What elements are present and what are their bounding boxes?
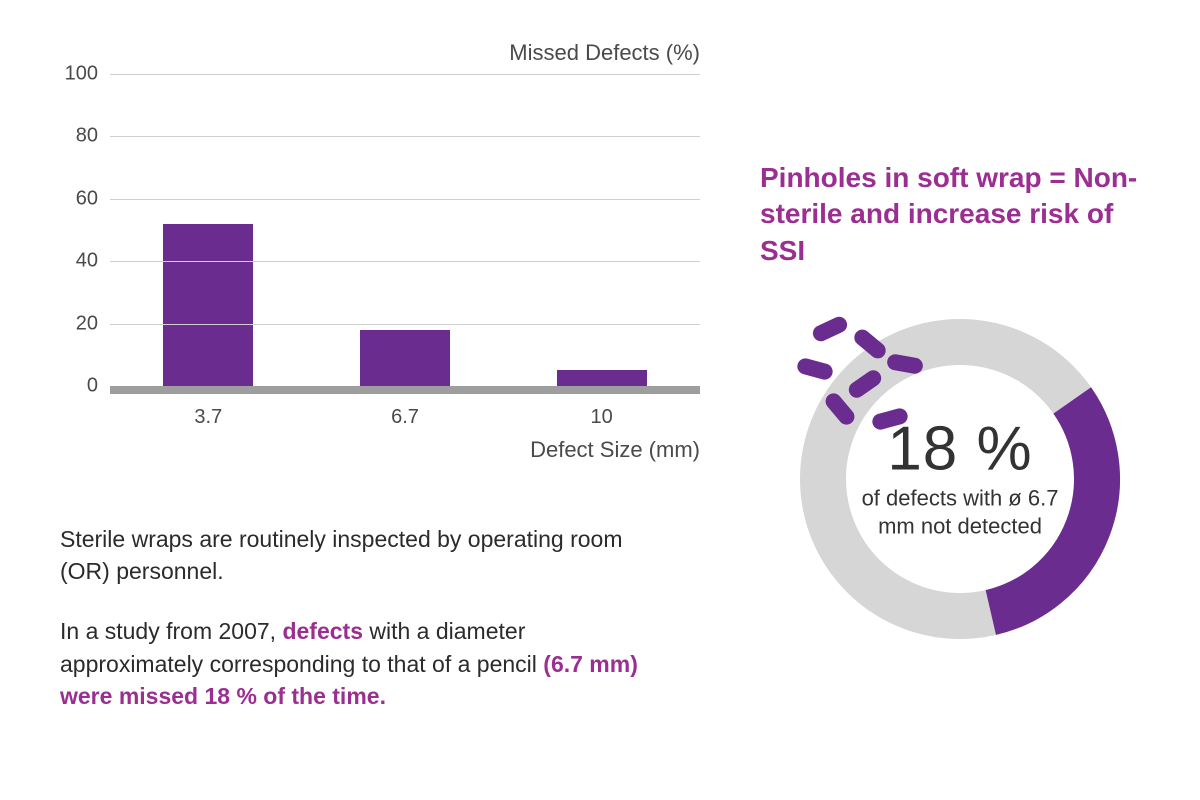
y-tick-label: 60 — [76, 187, 98, 210]
bar — [557, 370, 647, 386]
y-tick-label: 80 — [76, 125, 98, 148]
donut-chart: 18 % of defects with ø 6.7 mm not detect… — [790, 309, 1130, 649]
bar-chart: 020406080100 — [60, 74, 700, 394]
gridline — [110, 199, 700, 200]
y-tick-label: 0 — [87, 375, 98, 398]
bar-slot — [503, 370, 700, 386]
paragraph-2: In a study from 2007, defects with a dia… — [60, 615, 650, 712]
donut-percent: 18 % — [855, 419, 1065, 481]
bar-slot — [110, 224, 307, 386]
p2-part-a: In a study from 2007, — [60, 618, 282, 644]
x-tick-label: 10 — [503, 406, 700, 429]
x-tick-label: 6.7 — [307, 406, 504, 429]
chart-title: Missed Defects (%) — [60, 40, 700, 66]
x-axis-label: Defect Size (mm) — [110, 437, 700, 463]
gridline — [110, 136, 700, 137]
body-text: Sterile wraps are routinely inspected by… — [60, 523, 650, 740]
bar — [360, 330, 450, 386]
paragraph-1: Sterile wraps are routinely inspected by… — [60, 523, 650, 587]
bar — [163, 224, 253, 386]
x-axis: 3.76.710 — [110, 406, 700, 429]
y-axis: 020406080100 — [60, 74, 110, 394]
gridline — [110, 74, 700, 75]
plot-area — [110, 74, 700, 394]
headline: Pinholes in soft wrap = Non-sterile and … — [760, 160, 1160, 269]
bar-slot — [307, 330, 504, 386]
y-tick-label: 40 — [76, 250, 98, 273]
y-tick-label: 20 — [76, 312, 98, 335]
x-tick-label: 3.7 — [110, 406, 307, 429]
p2-accent-1: defects — [282, 618, 363, 644]
gridline — [110, 324, 700, 325]
bars-container — [110, 74, 700, 386]
y-tick-label: 100 — [65, 63, 98, 86]
donut-sublabel: of defects with ø 6.7 mm not detected — [855, 485, 1065, 540]
gridline — [110, 261, 700, 262]
